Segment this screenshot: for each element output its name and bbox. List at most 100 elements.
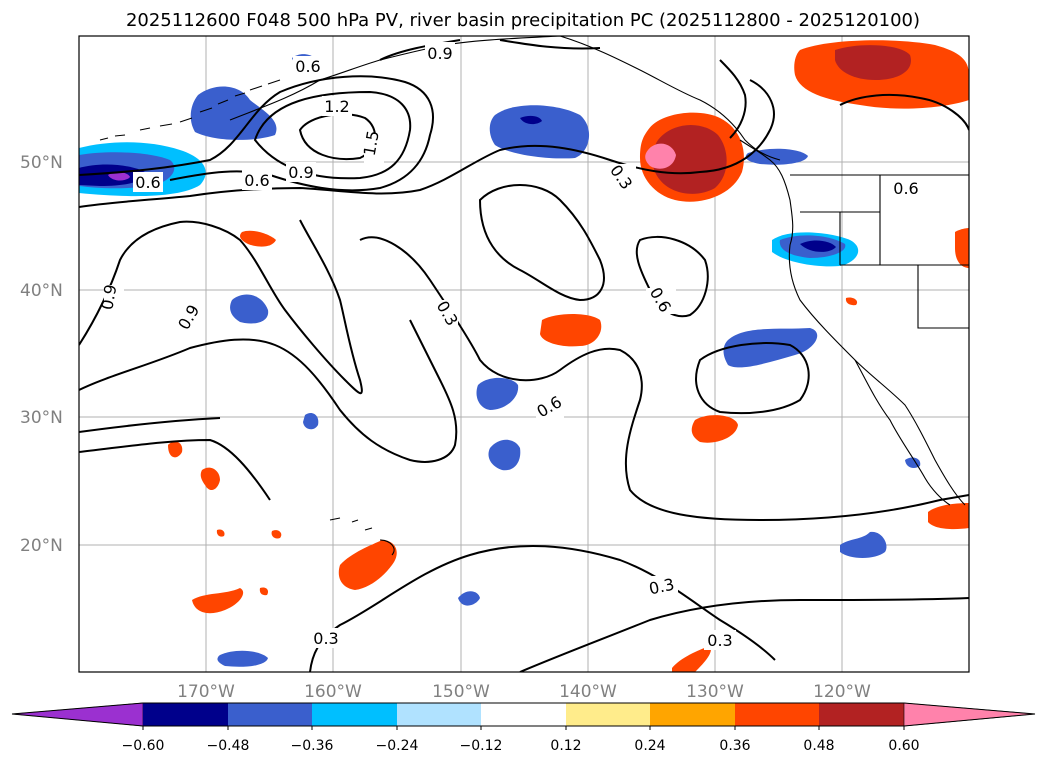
blob-positive-21n [928, 503, 969, 530]
contour-0p3-south [309, 544, 776, 672]
lat-label-40n: 40°N [20, 281, 63, 301]
lon-label-160w: 160°W [304, 682, 362, 702]
blob-positive-26n [200, 467, 220, 491]
blob-positive-east-edge [955, 228, 969, 268]
lat-label-50n: 50°N [20, 153, 63, 173]
colorbar-tick-label: 0.36 [719, 738, 750, 754]
blob-negative-baja [905, 457, 921, 468]
colorbar-extend-min [11, 702, 144, 727]
contour-label-11: 0.9 [97, 283, 120, 311]
state-border-1 [840, 175, 969, 266]
contour-label-1: 0.9 [427, 44, 452, 63]
contour-label-3: 1.2 [324, 97, 349, 116]
colorbar-segment-4 [397, 703, 481, 726]
contour-label-7: 0.6 [244, 171, 269, 190]
blob-positive-bc-core [645, 143, 676, 169]
bc-coast [739, 139, 966, 506]
blob-negative-40n [230, 294, 269, 324]
contour-1p2 [253, 90, 412, 180]
blob-negative-gulf [489, 105, 590, 159]
contour-0p3-upper [478, 184, 605, 302]
colorbar-segment-7 [650, 703, 735, 726]
blob-positive-small-3 [259, 587, 269, 596]
colorbar-segment-6 [566, 703, 650, 726]
longitude-labels: 170°W 160°W 150°W 140°W 130°W 120°W [177, 682, 871, 702]
lon-label-150w: 150°W [432, 682, 490, 702]
contour-0p6-mid [635, 235, 709, 318]
colorbar-tick-label: −0.60 [122, 738, 165, 754]
precip-positive-blobs [168, 40, 969, 672]
blob-positive-small-4 [845, 297, 858, 306]
blob-positive-small-1 [216, 529, 225, 537]
blob-positive-bc-mid [652, 124, 727, 194]
aleutian-islands [99, 79, 281, 141]
colorbar-segment-8 [735, 703, 819, 726]
blob-negative-20n [840, 531, 887, 558]
contour-label-6: 0.9 [288, 163, 313, 182]
blob-positive-south-mid [672, 646, 711, 672]
blob-negative-southwest [217, 650, 268, 667]
blob-positive-28n [691, 415, 738, 443]
hawaii-islands [329, 517, 395, 556]
blob-positive-offshore-39n [540, 314, 602, 347]
contour-0p9-southwest [79, 319, 458, 463]
colorbar-tick-label: 0.60 [888, 738, 919, 754]
blob-positive-27n-w [168, 441, 183, 458]
lon-label-130w: 130°W [686, 682, 744, 702]
contour-labels: 0.9 0.6 1.2 1.5 0.6 0.9 0.6 0.3 0.6 0.6 … [97, 42, 922, 650]
latitude-labels: 50°N 40°N 30°N 20°N [20, 153, 63, 556]
contour-0p3-far-east [839, 93, 969, 131]
figure-title: 2025112600 F048 500 hPa PV, river basin … [126, 10, 920, 31]
contour-label-10: 0.6 [893, 179, 918, 198]
blob-positive-hawaii [338, 540, 397, 590]
blob-positive-small-2 [271, 530, 282, 539]
contour-label-15: 0.3 [647, 575, 676, 599]
blob-negative-california-off [723, 328, 818, 368]
colorbar-segment-2 [228, 703, 312, 726]
blob-negative-28n [488, 439, 521, 471]
lat-label-30n: 30°N [20, 408, 63, 428]
contour-0p9-nw [379, 39, 601, 61]
blob-negative-south [458, 591, 480, 606]
contour-0p9-north [79, 75, 434, 192]
contour-label-16: 0.3 [313, 629, 338, 648]
contour-0p3-far-sw [79, 438, 271, 501]
blob-negative-west-min [108, 172, 130, 181]
baja-peninsula [854, 359, 951, 506]
state-border-2 [917, 265, 969, 329]
contour-0p9-west [79, 219, 363, 395]
colorbar-tick-label: 0.12 [550, 738, 581, 754]
map-frame [78, 35, 970, 673]
contour-0p3-east [695, 342, 810, 415]
contour-label-4: 1.5 [360, 129, 383, 157]
lon-label-120w: 120°W [813, 682, 871, 702]
colorbar-tick-label: 0.48 [803, 738, 834, 754]
colorbar-segment-5 [481, 703, 566, 726]
contour-label-5: 0.6 [135, 173, 160, 192]
blob-positive-south-west [192, 588, 244, 614]
contour-0p6-sw [79, 417, 221, 433]
blob-negative-hi-east [303, 413, 319, 430]
colorbar-segment-1 [143, 703, 228, 726]
colorbar-tick-label: −0.48 [207, 738, 250, 754]
blob-negative-35n [476, 377, 519, 410]
map-panel: 0.9 0.6 1.2 1.5 0.6 0.9 0.6 0.3 0.6 0.6 … [79, 36, 969, 672]
contour-0p3-south-east [519, 597, 969, 672]
colorbar-tick-label: 0.24 [634, 738, 665, 754]
state-border-3 [800, 211, 880, 265]
contour-label-2: 0.6 [295, 57, 320, 76]
colorbar: −0.60 −0.48 −0.36 −0.24 −0.12 0.12 0.24 … [11, 702, 1036, 754]
lon-label-170w: 170°W [177, 682, 235, 702]
lat-label-20n: 20°N [20, 536, 63, 556]
colorbar-tick-label: −0.12 [460, 738, 503, 754]
colorbar-tick-labels: −0.60 −0.48 −0.36 −0.24 −0.12 0.12 0.24 … [122, 738, 920, 754]
colorbar-tick-label: −0.24 [376, 738, 419, 754]
colorbar-segment-3 [312, 703, 397, 726]
blob-positive-ne-core [835, 45, 911, 80]
lon-label-140w: 140°W [559, 682, 617, 702]
contour-0p6-ak [719, 59, 747, 139]
colorbar-extend-max [903, 702, 1036, 727]
colorbar-tick-label: −0.36 [291, 738, 334, 754]
colorbar-segment-9 [819, 703, 904, 726]
